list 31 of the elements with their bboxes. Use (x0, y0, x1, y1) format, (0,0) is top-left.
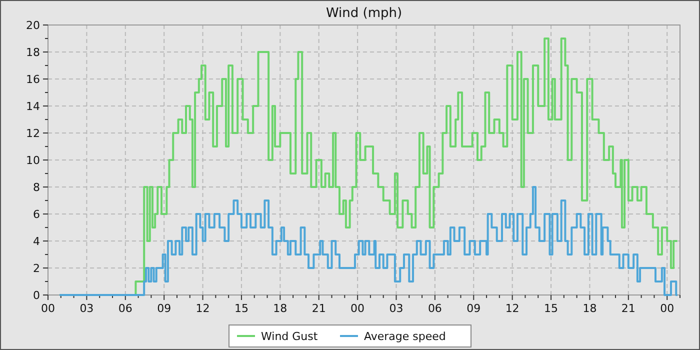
x-tick-label: 12 (196, 302, 210, 315)
x-tick-label: 21 (621, 302, 636, 315)
x-tick-label: 21 (312, 302, 326, 315)
x-tick-label: 12 (505, 302, 520, 315)
y-tick-label: 0 (33, 288, 40, 302)
y-tick-label: 8 (33, 180, 40, 194)
legend-label: Wind Gust (261, 330, 318, 343)
legend-label: Average speed (364, 330, 446, 343)
y-tick-label: 6 (33, 208, 40, 221)
y-tick-label: 2 (33, 262, 40, 275)
x-tick-label: 00 (41, 302, 55, 315)
y-tick-label: 20 (26, 18, 40, 32)
x-tick-label: 18 (273, 302, 288, 315)
x-tick-label: 15 (234, 302, 248, 315)
y-tick-label: 10 (26, 154, 40, 167)
x-tick-label: 06 (118, 302, 132, 315)
y-tick-label: 12 (26, 126, 40, 140)
y-tick-label: 18 (26, 46, 40, 59)
x-tick-label: 03 (389, 302, 404, 315)
x-tick-label: 09 (466, 302, 481, 315)
y-tick-label: 4 (33, 234, 40, 248)
x-tick-label: 06 (428, 302, 442, 315)
x-tick-label: 03 (80, 302, 94, 315)
chart-title: Wind (mph) (326, 6, 402, 21)
y-tick-label: 16 (26, 72, 40, 86)
x-tick-label: 15 (544, 302, 558, 315)
x-tick-label: 00 (660, 302, 674, 315)
x-tick-label: 09 (157, 302, 172, 315)
x-tick-label: 00 (350, 302, 365, 315)
y-tick-label: 14 (26, 100, 40, 113)
x-tick-label: 18 (582, 302, 597, 315)
